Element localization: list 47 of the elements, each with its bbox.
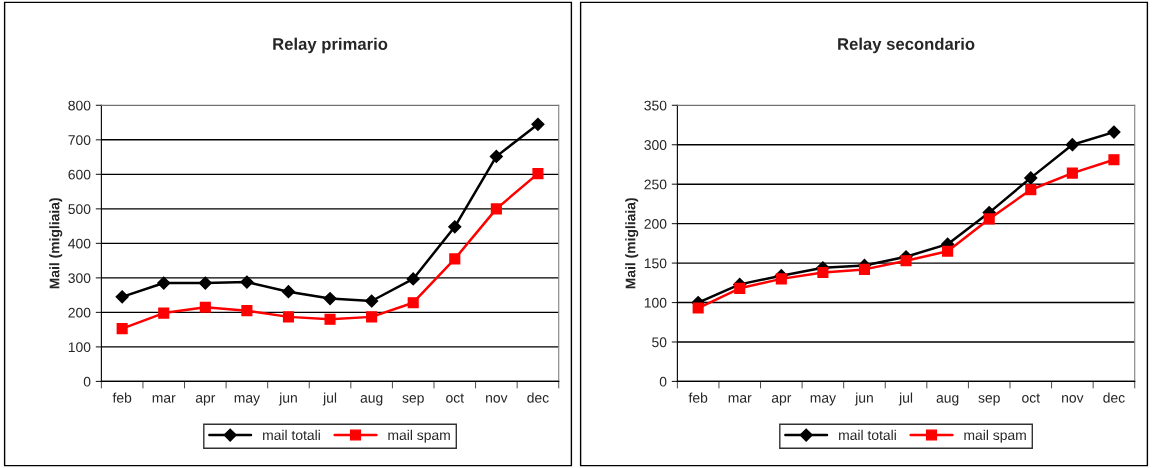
chart-title: Relay secondario <box>838 37 975 54</box>
y-tick-label: 50 <box>652 337 667 348</box>
y-tick-label: 600 <box>68 169 91 180</box>
chart-title: Relay primario <box>273 37 388 54</box>
y-tick-label: 100 <box>644 297 667 308</box>
y-tick-label: 200 <box>644 218 667 229</box>
legend-label: mail spam <box>388 429 450 443</box>
x-tick-label: mar <box>728 395 752 403</box>
x-tick-label: dec <box>527 392 549 403</box>
y-tick-label: 350 <box>644 100 667 111</box>
x-tick-label: nov <box>1062 395 1084 403</box>
y-tick-label: 200 <box>68 307 91 318</box>
x-tick-label: feb <box>112 392 132 403</box>
y-tick-label: 400 <box>68 238 91 249</box>
x-tick-label: jun <box>854 392 873 406</box>
x-tick-label: sep <box>978 395 1000 406</box>
x-tick-label: oct <box>446 393 464 403</box>
y-tick-label: 0 <box>659 376 667 387</box>
x-tick-label: feb <box>688 392 708 403</box>
x-tick-label: dec <box>1103 392 1125 403</box>
y-tick-label: 0 <box>83 376 91 387</box>
x-tick-label: aug <box>936 395 959 406</box>
x-tick-label: jul <box>898 392 913 406</box>
x-tick-label: apr <box>195 395 216 406</box>
y-tick-label: 150 <box>644 258 667 269</box>
y-tick-label: 100 <box>68 342 91 353</box>
x-tick-label: oct <box>1022 393 1040 403</box>
y-axis-title: Mail (migliaia) <box>49 198 63 289</box>
y-tick-label: 700 <box>68 135 91 145</box>
legend-label: mail totali <box>839 429 896 441</box>
x-tick-label: nov <box>486 395 508 403</box>
x-tick-label: may <box>810 395 836 406</box>
x-tick-label: sep <box>402 395 424 406</box>
y-tick-label: 800 <box>68 100 91 111</box>
y-tick-label: 500 <box>68 204 91 215</box>
x-tick-label: mar <box>152 395 176 403</box>
y-tick-label: 300 <box>68 273 91 284</box>
x-tick-label: aug <box>360 395 383 406</box>
legend-label: mail spam <box>964 429 1026 443</box>
legend-label: mail totali <box>263 429 320 441</box>
x-tick-label: jun <box>278 392 297 406</box>
x-tick-label: jul <box>322 392 337 406</box>
x-tick-label: may <box>234 395 260 406</box>
y-tick-label: 250 <box>644 179 667 190</box>
y-axis-title: Mail (migliaia) <box>625 198 639 289</box>
x-tick-label: apr <box>771 395 792 406</box>
y-tick-label: 300 <box>644 140 667 150</box>
